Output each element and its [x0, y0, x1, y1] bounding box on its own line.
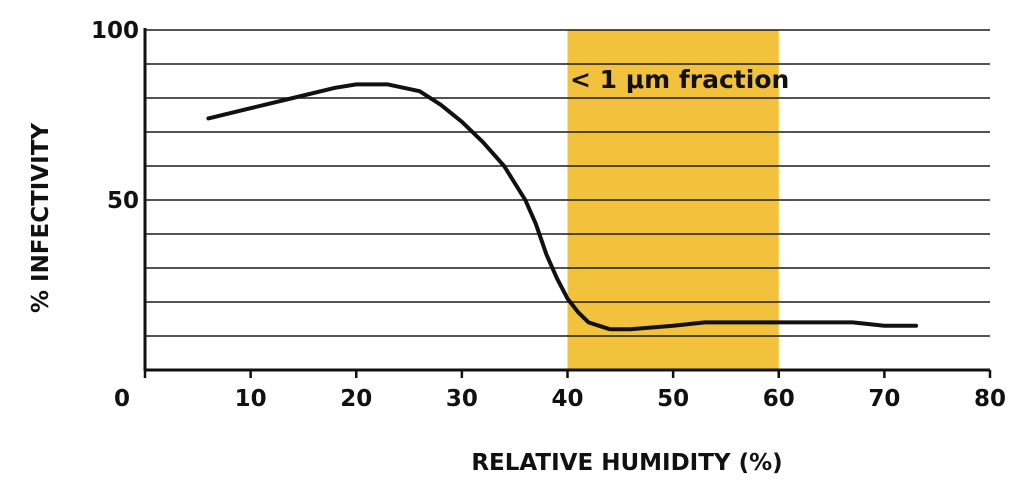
axis-layer [143, 28, 992, 378]
x-tick-label: 10 [235, 386, 267, 412]
x-tick-label: 80 [974, 386, 1006, 412]
x-tick-label: 70 [868, 386, 900, 412]
x-axis-title: RELATIVE HUMIDITY (%) [471, 450, 782, 476]
x-tick-label: 0 [114, 386, 130, 412]
x-tick-label: 50 [657, 386, 689, 412]
series-layer [206, 82, 919, 332]
band-annotation: < 1 μm fraction [570, 65, 789, 94]
x-tick-label: 60 [763, 386, 795, 412]
x-tick-label: 40 [551, 386, 583, 412]
series-line-0 [206, 82, 919, 332]
y-tick-label: 100 [91, 18, 139, 44]
label-layer: 0 10 20 30 40 50 60 70 80 50 100 [91, 18, 1006, 412]
x-tick-label: 30 [446, 386, 478, 412]
x-tick-label: 20 [340, 386, 372, 412]
y-tick-label: 50 [107, 188, 139, 214]
y-axis-title: % INFECTIVITY [28, 123, 54, 313]
